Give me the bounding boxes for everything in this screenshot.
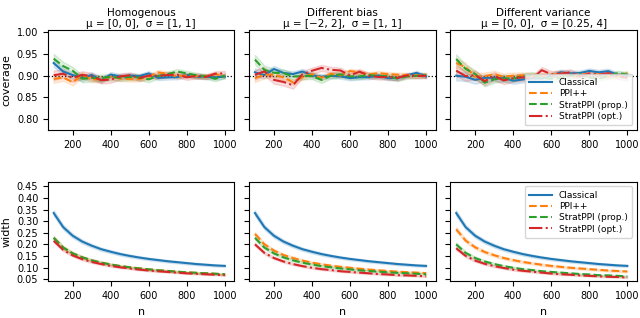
Legend: Classical, PPI++, StratPPI (prop.), StratPPI (opt.): Classical, PPI++, StratPPI (prop.), Stra…: [525, 73, 632, 125]
X-axis label: n: n: [339, 307, 346, 317]
X-axis label: n: n: [138, 307, 145, 317]
Title: Homogenous
μ = [0, 0],  σ = [1, 1]: Homogenous μ = [0, 0], σ = [1, 1]: [86, 8, 196, 30]
Y-axis label: width: width: [1, 216, 11, 247]
Y-axis label: coverage: coverage: [1, 54, 12, 106]
Title: Different variance
μ = [0, 0],  σ = [0.25, 4]: Different variance μ = [0, 0], σ = [0.25…: [481, 8, 607, 30]
Legend: Classical, PPI++, StratPPI (prop.), StratPPI (opt.): Classical, PPI++, StratPPI (prop.), Stra…: [525, 186, 632, 238]
X-axis label: n: n: [540, 307, 547, 317]
Title: Different bias
μ = [−2, 2],  σ = [1, 1]: Different bias μ = [−2, 2], σ = [1, 1]: [283, 8, 402, 30]
